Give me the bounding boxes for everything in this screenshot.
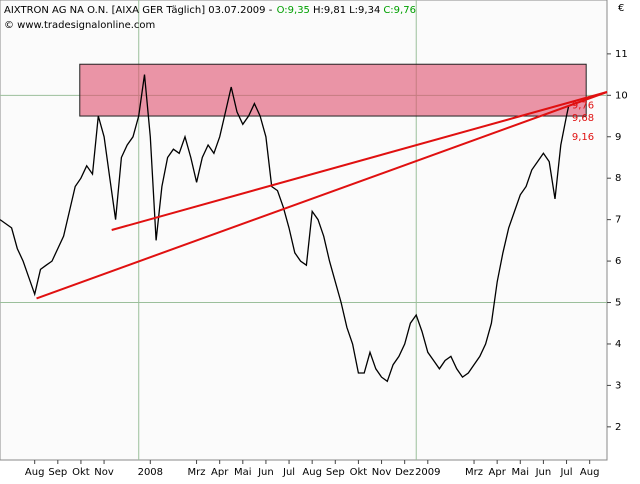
price-line: [0, 74, 570, 383]
y-tick-label: 6: [615, 256, 621, 267]
y-tick-label: 3: [615, 380, 621, 391]
annotation: 9,76: [572, 100, 594, 111]
x-tick-label: Nov: [372, 467, 392, 478]
x-tick-label: Jul: [559, 467, 572, 478]
x-tick-label: Apr: [211, 467, 229, 478]
y-axis-label: €: [618, 3, 624, 14]
annotation: 9,68: [572, 113, 594, 124]
zone: [79, 63, 587, 117]
y-tick-label: 4: [615, 339, 621, 350]
y-tick-label: 9: [615, 132, 621, 143]
subtitle: © www.tradesignalonline.com: [4, 20, 155, 31]
x-tick-label: Aug: [302, 467, 322, 478]
y-tick-label: 5: [615, 298, 621, 309]
x-tick-label: Sep: [48, 467, 67, 478]
x-tick-label: Apr: [489, 467, 507, 478]
x-tick-label: Jun: [535, 467, 552, 478]
x-tick-label: Aug: [580, 467, 600, 478]
x-tick-label: 2008: [138, 467, 163, 478]
x-tick-label: Mai: [234, 467, 252, 478]
x-tick-label: Mai: [512, 467, 530, 478]
x-tick-label: Dez: [395, 467, 414, 478]
x-tick-label: Jun: [257, 467, 274, 478]
title: AIXTRON AG NA O.N. [AIXA GER Täglich] 03…: [4, 5, 416, 16]
x-tick-label: Okt: [72, 467, 90, 478]
y-tick-label: 11: [615, 49, 628, 60]
ohlc-value: O:9,35: [277, 5, 310, 16]
x-tick-label: Sep: [326, 467, 345, 478]
x-tick-label: Mrz: [188, 467, 206, 478]
ohlc-value: C:9,76: [383, 5, 416, 16]
ohlc-value: H:9,81: [313, 5, 346, 16]
trendline: [36, 91, 608, 300]
plot: [0, 0, 608, 460]
x-tick-label: Aug: [25, 467, 45, 478]
x-tick-label: Jul: [282, 467, 295, 478]
x-tick-label: Okt: [350, 467, 368, 478]
x-tick-label: Nov: [94, 467, 114, 478]
annotation: 9,16: [572, 132, 594, 143]
y-tick-label: 7: [615, 215, 621, 226]
y-tick-label: 10: [615, 90, 628, 101]
x-tick-label: Mrz: [465, 467, 483, 478]
y-tick-label: 8: [615, 173, 621, 184]
trendline: [111, 91, 608, 231]
ohlc-value: L:9,34: [349, 5, 380, 16]
x-tick-label: 2009: [415, 467, 440, 478]
title-text: AIXTRON AG NA O.N. [AIXA GER Täglich] 03…: [4, 5, 273, 16]
y-tick-label: 2: [615, 422, 621, 433]
